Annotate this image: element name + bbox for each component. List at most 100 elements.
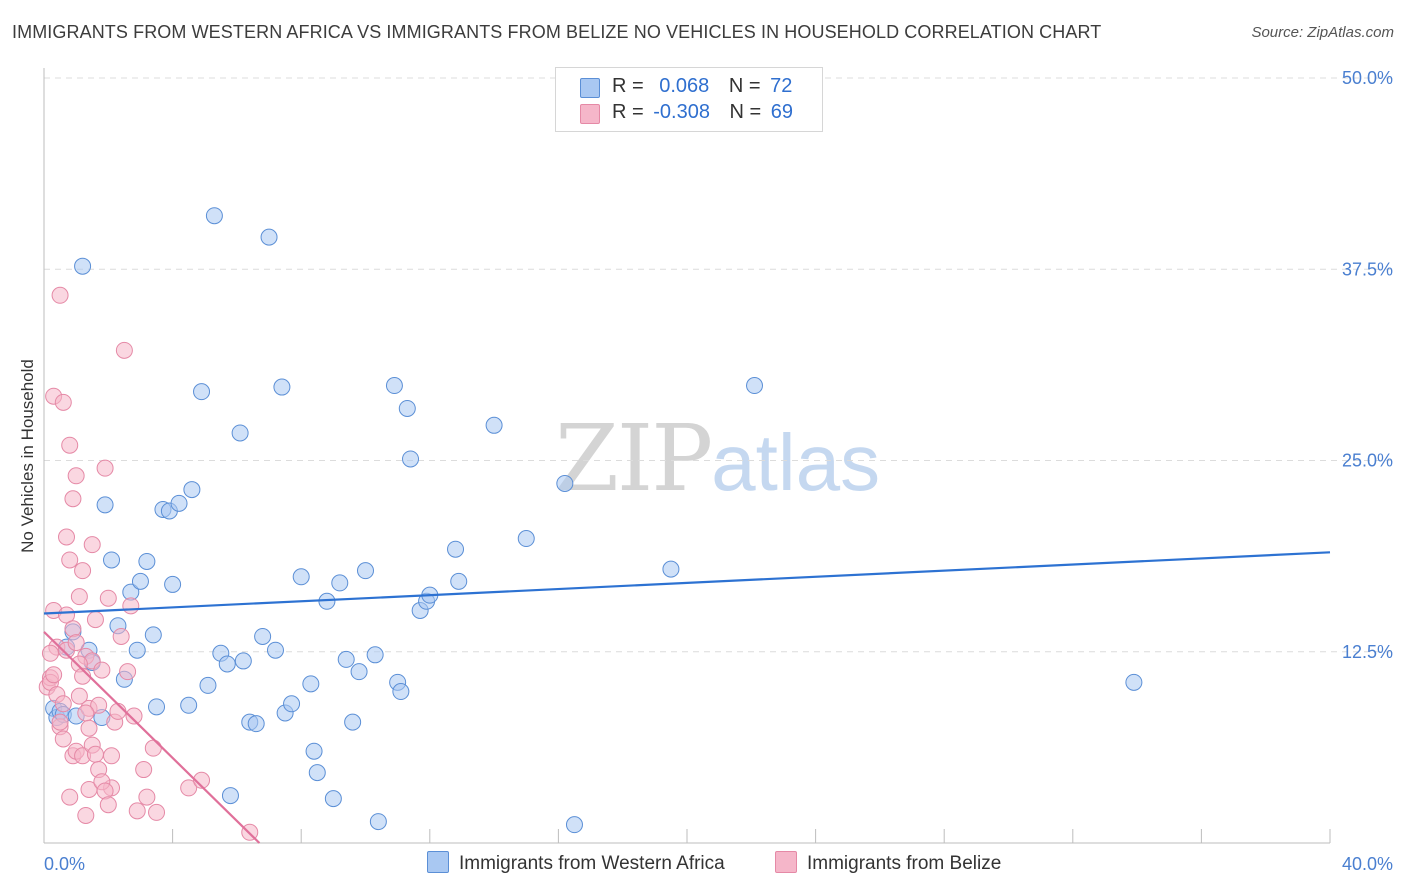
point-belize bbox=[58, 606, 76, 624]
point-belize bbox=[77, 704, 95, 722]
legend-r-value: -0.308 bbox=[653, 101, 710, 123]
bottom-legend-swatch-blue bbox=[427, 851, 449, 873]
legend-r-label: R = bbox=[612, 101, 644, 123]
point-belize bbox=[119, 663, 137, 681]
point-western-africa bbox=[96, 496, 114, 514]
point-belize bbox=[99, 589, 117, 607]
point-western-africa bbox=[392, 683, 410, 701]
point-western-africa bbox=[556, 474, 574, 492]
point-belize bbox=[64, 490, 82, 508]
legend-swatch-pink bbox=[580, 104, 600, 124]
point-western-africa bbox=[193, 383, 211, 401]
point-belize bbox=[128, 802, 146, 820]
point-western-africa bbox=[234, 652, 252, 670]
point-western-africa bbox=[357, 562, 374, 580]
point-western-africa bbox=[247, 715, 265, 733]
point-belize bbox=[96, 782, 114, 800]
point-belize bbox=[115, 341, 133, 359]
point-belize bbox=[70, 588, 88, 606]
point-belize bbox=[135, 761, 153, 779]
watermark-atlas: atlas bbox=[711, 418, 881, 507]
point-western-africa bbox=[231, 424, 249, 442]
point-belize bbox=[138, 788, 156, 806]
point-western-africa bbox=[565, 816, 583, 834]
point-western-africa bbox=[337, 650, 355, 668]
point-belize bbox=[180, 779, 198, 797]
point-belize bbox=[67, 634, 85, 652]
point-belize bbox=[83, 536, 101, 554]
point-western-africa bbox=[103, 551, 121, 569]
point-western-africa bbox=[183, 481, 201, 499]
point-belize bbox=[67, 467, 85, 485]
point-western-africa bbox=[180, 696, 198, 714]
point-western-africa bbox=[398, 399, 416, 417]
point-belize bbox=[99, 796, 117, 814]
legend-swatch-blue bbox=[580, 78, 600, 98]
point-western-africa bbox=[148, 698, 166, 716]
point-western-africa bbox=[254, 627, 272, 645]
point-belize bbox=[93, 661, 111, 679]
legend-n-label: N = bbox=[729, 101, 762, 123]
point-belize bbox=[58, 528, 76, 546]
point-western-africa bbox=[662, 560, 680, 578]
point-western-africa bbox=[283, 695, 301, 713]
point-western-africa bbox=[199, 676, 217, 694]
legend-n-value: 72 bbox=[770, 75, 793, 97]
chart-title: IMMIGRANTS FROM WESTERN AFRICA VS IMMIGR… bbox=[12, 22, 1102, 42]
point-western-africa bbox=[128, 641, 146, 659]
point-belize bbox=[70, 687, 88, 705]
point-belize bbox=[54, 695, 72, 713]
point-western-africa bbox=[138, 552, 156, 570]
point-western-africa bbox=[331, 574, 349, 592]
y-tick-label: 37.5% bbox=[1342, 259, 1393, 279]
point-western-africa bbox=[260, 228, 278, 246]
point-western-africa bbox=[305, 742, 323, 760]
point-western-africa bbox=[485, 416, 503, 434]
trend-layer bbox=[43, 551, 1331, 844]
point-belize bbox=[74, 562, 92, 580]
bottom-legend-belize: Immigrants from Belize bbox=[775, 851, 1001, 875]
grid-layer bbox=[44, 77, 1392, 653]
point-belize bbox=[125, 707, 143, 725]
point-western-africa bbox=[366, 646, 384, 664]
y-tick-label: 50.0% bbox=[1342, 68, 1393, 88]
point-western-africa bbox=[74, 257, 92, 275]
point-western-africa bbox=[144, 626, 162, 644]
point-belize bbox=[148, 803, 166, 821]
point-western-africa bbox=[369, 813, 387, 831]
source-label: Source: ZipAtlas.com bbox=[1251, 24, 1394, 41]
watermark: ZIPatlas bbox=[555, 405, 880, 512]
point-western-africa bbox=[324, 790, 342, 808]
point-belize bbox=[54, 393, 72, 411]
point-belize bbox=[90, 696, 108, 714]
point-belize bbox=[86, 745, 104, 763]
point-western-africa bbox=[746, 377, 764, 395]
bottom-legend-label: Immigrants from Belize bbox=[807, 853, 1002, 874]
point-western-africa bbox=[221, 787, 239, 805]
x-tick-label: 0.0% bbox=[44, 854, 85, 874]
trend-line-western-africa bbox=[43, 551, 1331, 615]
point-belize bbox=[61, 551, 79, 569]
point-belize bbox=[64, 620, 82, 638]
point-western-africa bbox=[273, 378, 291, 396]
x-tick-label: 40.0% bbox=[1342, 854, 1393, 874]
point-belize bbox=[54, 730, 72, 748]
point-belize bbox=[51, 713, 69, 731]
point-belize bbox=[96, 459, 114, 477]
point-belize bbox=[61, 436, 79, 454]
point-belize bbox=[112, 627, 130, 645]
point-western-africa bbox=[402, 450, 420, 468]
bottom-legend-label: Immigrants from Western Africa bbox=[459, 853, 725, 874]
point-western-africa bbox=[170, 494, 188, 512]
point-western-africa bbox=[302, 675, 320, 693]
point-western-africa bbox=[447, 540, 465, 558]
point-western-africa bbox=[517, 530, 535, 548]
point-belize bbox=[122, 597, 140, 615]
axis-layer bbox=[43, 68, 1331, 844]
point-western-africa bbox=[131, 572, 149, 590]
point-western-africa bbox=[164, 575, 182, 593]
point-belize bbox=[61, 788, 79, 806]
point-belize bbox=[80, 719, 98, 737]
watermark-zip: ZIP bbox=[555, 405, 713, 512]
